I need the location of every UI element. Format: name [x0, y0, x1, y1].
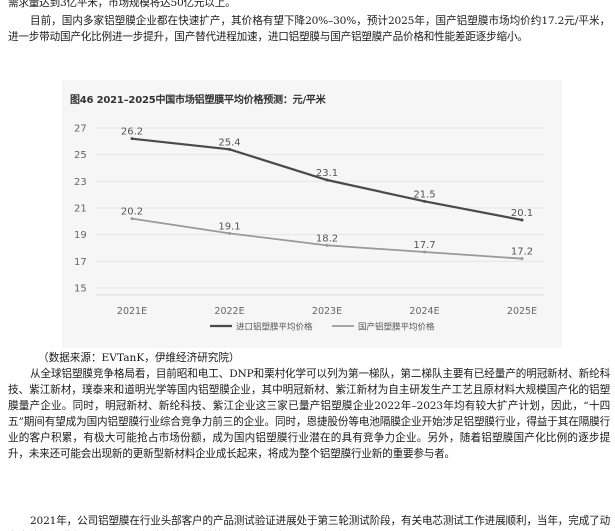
y-tick-label: 19	[74, 230, 87, 241]
x-tick-label: 2024E	[409, 306, 439, 317]
legend-label-2: 国产铝塑膜平均价格	[358, 322, 435, 333]
y-tick-label: 27	[74, 124, 87, 135]
x-tick-label: 2023E	[312, 306, 342, 317]
data-label: 23.1	[316, 168, 338, 179]
paragraph-price-forecast: 目前，国内多家铝塑膜企业都在快速扩产，其价格有望下降20%–30%，预计2025…	[8, 15, 610, 43]
x-tick-label: 2022E	[214, 306, 244, 317]
data-label: 20.2	[121, 207, 143, 218]
paragraph-competition: 从全球铝塑膜竞争格局看，目前昭和电工、DNP和栗村化学可以列为第一梯队，第二梯队…	[8, 368, 610, 460]
y-tick-label: 25	[74, 150, 87, 161]
y-tick-label: 17	[74, 257, 87, 268]
data-label: 21.5	[413, 189, 435, 200]
data-point	[423, 199, 426, 203]
data-point	[520, 257, 524, 261]
y-tick-label: 23	[74, 177, 87, 188]
data-point	[130, 137, 134, 141]
data-label: 26.2	[121, 127, 143, 138]
data-point	[130, 217, 134, 221]
chart-svg: 26.2 25.4 23.1 21.5 20.1 20.2 19.1 18.2 17.7 17.2…	[74, 124, 544, 333]
data-source-note: （数据来源：EVTanK，伊维经济研究院）	[38, 352, 240, 364]
data-point	[325, 243, 329, 247]
data-point	[228, 147, 231, 151]
data-point	[423, 250, 426, 254]
paragraph-top-partial: 需求量达到3亿平米，市场规模将达50亿元以上。	[8, 0, 236, 9]
legend-label-1: 进口铝塑膜平均价格	[236, 322, 313, 333]
x-tick-label: 2025E	[507, 306, 537, 317]
data-point	[228, 231, 231, 235]
data-label: 19.1	[218, 221, 240, 232]
data-point	[325, 178, 329, 182]
data-label: 17.7	[413, 240, 435, 251]
data-label: 17.2	[511, 247, 533, 258]
data-point	[520, 218, 524, 222]
data-label: 25.4	[218, 137, 240, 148]
data-label: 18.2	[316, 233, 338, 244]
y-tick-label: 15	[74, 284, 87, 295]
paragraph-company-progress: 2021年，公司铝塑膜在行业头部客户的产品测试验证进展处于第三轮测试阶段，有关电…	[30, 515, 610, 527]
chart-container: 图46 2021–2025中国市场铝塑膜平均价格预测：元/平米 26.2 25.4…	[62, 80, 562, 348]
x-tick-label: 2021E	[117, 306, 147, 317]
y-tick-label: 21	[74, 204, 87, 215]
chart-title: 图46 2021–2025中国市场铝塑膜平均价格预测：元/平米	[70, 95, 326, 106]
data-label: 20.1	[511, 208, 533, 219]
